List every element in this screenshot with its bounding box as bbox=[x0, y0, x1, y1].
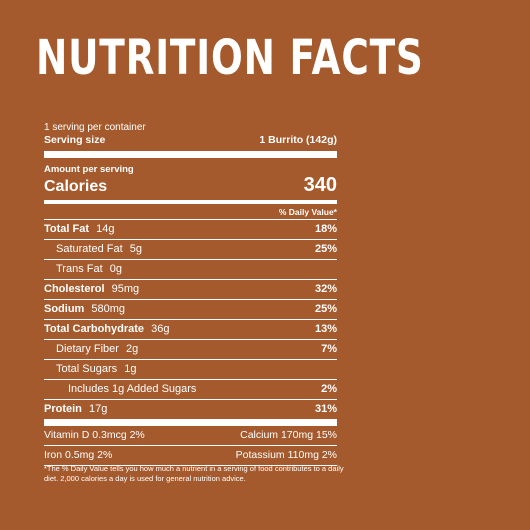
nutrient-amount: 2g bbox=[126, 343, 139, 355]
nutrient-row-saturated-fat: Saturated Fat 5g 25% bbox=[44, 240, 337, 260]
vitamin-row: Vitamin D 0.3mcg 2% Calcium 170mg 15% bbox=[44, 426, 337, 446]
vitamin-left: Iron 0.5mg 2% bbox=[44, 449, 113, 461]
calories-value: 340 bbox=[303, 174, 337, 196]
servings-per-container: 1 serving per container bbox=[44, 122, 146, 133]
vitamin-row: Iron 0.5mg 2% Potassium 110mg 2% bbox=[44, 446, 337, 466]
nutrient-row-cholesterol: Cholesterol 95mg 32% bbox=[44, 280, 337, 300]
vitamin-right: Calcium 170mg 15% bbox=[240, 429, 337, 441]
nutrient-label: Trans Fat bbox=[56, 263, 103, 275]
nutrient-label: Total Sugars bbox=[56, 363, 118, 375]
nutrient-label: Total Carbohydrate bbox=[44, 323, 145, 335]
vitamin-left: Vitamin D 0.3mcg 2% bbox=[44, 429, 145, 441]
nutrient-label: Dietary Fiber bbox=[56, 343, 119, 355]
nutrient-row-added-sugars: Includes 1g Added Sugars 2% bbox=[44, 380, 337, 400]
nutrient-row-sodium: Sodium 580mg 25% bbox=[44, 300, 337, 320]
nutrient-daily-value: 2% bbox=[321, 383, 337, 395]
nutrient-daily-value: 13% bbox=[314, 323, 337, 335]
vitamins-minerals: Vitamin D 0.3mcg 2% Calcium 170mg 15% Ir… bbox=[44, 426, 337, 466]
serving-size-value: 1 Burrito (142g) bbox=[259, 134, 337, 146]
calories-label: Calories bbox=[44, 178, 108, 195]
nutrient-amount: 1g bbox=[124, 363, 137, 375]
serving-size-label: Serving size bbox=[44, 134, 106, 146]
nutrient-daily-value: 7% bbox=[321, 343, 337, 355]
nutrient-daily-value: 31% bbox=[314, 403, 337, 415]
nutrient-row-total-fat: Total Fat 14g 18% bbox=[44, 220, 337, 240]
nutrient-row-dietary-fiber: Dietary Fiber 2g 7% bbox=[44, 340, 337, 360]
nutrient-amount: 17g bbox=[88, 403, 108, 415]
nutrient-label: Protein bbox=[44, 403, 82, 415]
nutrient-amount: 5g bbox=[129, 243, 142, 255]
nutrient-row-total-carbohydrate: Total Carbohydrate 36g 13% bbox=[44, 320, 337, 340]
nutrient-label: Includes 1g Added Sugars bbox=[68, 383, 197, 395]
nutrient-daily-value: 18% bbox=[314, 223, 337, 235]
serving-size-row: Serving size 1 Burrito (142g) bbox=[44, 134, 337, 158]
daily-value-footnote: *The % Daily Value tells you how much a … bbox=[44, 464, 344, 483]
page-title: NUTRITION FACTS bbox=[36, 30, 424, 86]
nutrient-daily-value: 25% bbox=[314, 303, 337, 315]
nutrient-row-trans-fat: Trans Fat 0g bbox=[44, 260, 337, 280]
vitamin-right: Potassium 110mg 2% bbox=[235, 449, 337, 461]
nutrient-daily-value: 32% bbox=[314, 283, 337, 295]
nutrient-amount: 95mg bbox=[111, 283, 140, 295]
nutrient-amount: 14g bbox=[96, 223, 115, 235]
nutrient-row-total-sugars: Total Sugars 1g bbox=[44, 360, 337, 380]
nutrient-row-protein: Protein 17g 31% bbox=[44, 400, 337, 426]
nutrient-daily-value: 25% bbox=[314, 243, 337, 255]
nutrient-label: Cholesterol bbox=[44, 283, 105, 295]
nutrient-label: Saturated Fat bbox=[56, 243, 123, 255]
nutrient-amount: 36g bbox=[151, 323, 170, 335]
nutrient-amount: 580mg bbox=[91, 303, 126, 315]
nutrient-amount: 0g bbox=[109, 263, 122, 275]
daily-value-header: % Daily Value* bbox=[44, 204, 337, 220]
calories-row: Calories 340 bbox=[44, 175, 337, 204]
nutrient-label: Total Fat bbox=[44, 223, 90, 235]
nutrition-panel: 1 serving per container Serving size 1 B… bbox=[44, 122, 337, 466]
amount-per-serving: Amount per serving bbox=[44, 164, 134, 175]
nutrient-label: Sodium bbox=[44, 303, 85, 315]
